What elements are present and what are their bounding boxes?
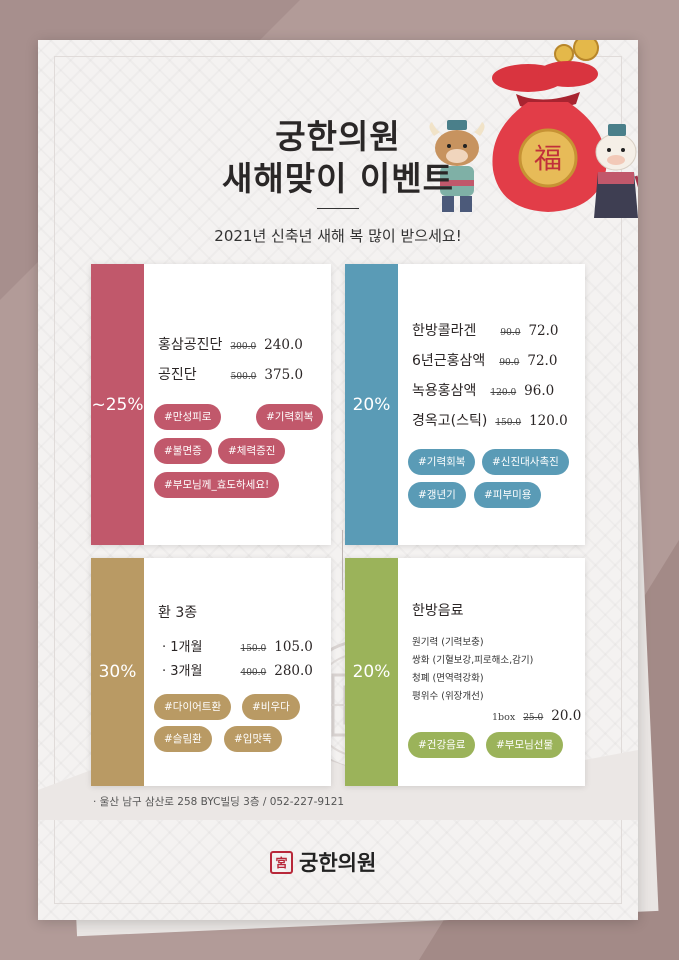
product-item: 경옥고(스틱) 150.0 120.0 bbox=[412, 410, 568, 430]
original-price: 150.0 bbox=[240, 644, 267, 654]
product-item: 홍삼공진단 300.0 240.0 bbox=[158, 334, 303, 354]
original-price: 150.0 bbox=[495, 418, 522, 428]
hashtag[interactable]: #신진대사촉진 bbox=[482, 449, 569, 475]
product-name: 6년근홍삼액 bbox=[412, 353, 486, 369]
hashtag[interactable]: #건강음료 bbox=[408, 732, 476, 758]
page-title-event: 새해맞이 이벤트 bbox=[221, 159, 454, 198]
inner-frame bbox=[54, 56, 622, 904]
hashtag[interactable]: #불면증 bbox=[154, 438, 212, 464]
product-name: 공진단 bbox=[158, 367, 197, 383]
product-item: 녹용홍삼액 120.0 96.0 bbox=[412, 380, 554, 400]
drink-item: 평위수 (위장개선) bbox=[412, 691, 484, 702]
hashtag[interactable]: #슬림환 bbox=[154, 726, 212, 752]
hashtag[interactable]: #체력증진 bbox=[218, 438, 286, 464]
product-name: 경옥고(스틱) bbox=[412, 413, 488, 429]
logo-seal-icon: 宮 bbox=[270, 850, 293, 874]
product-name: · 1개월 bbox=[162, 640, 203, 655]
sale-price: 375.0 bbox=[264, 367, 304, 383]
original-price: 90.0 bbox=[499, 358, 520, 368]
card-red-ginseng: ~25% 홍삼공진단 300.0 240.0 공진단 500.0 375.0 #… bbox=[91, 264, 331, 545]
product-item: 공진단 500.0 375.0 bbox=[158, 364, 303, 384]
hashtag[interactable]: #비우다 bbox=[242, 694, 300, 720]
product-name: 홍삼공진단 bbox=[158, 337, 223, 353]
logo-text: 궁한의원 bbox=[299, 851, 377, 875]
clinic-logo: 宮 궁한의원 bbox=[270, 847, 376, 877]
discount-band: 30% bbox=[91, 558, 144, 786]
original-price: 500.0 bbox=[230, 372, 257, 382]
product-name: 한방콜라겐 bbox=[412, 323, 477, 339]
discount-band: 20% bbox=[345, 264, 398, 545]
hashtag[interactable]: #다이어트환 bbox=[154, 694, 232, 720]
original-price: 25.0 bbox=[523, 713, 544, 723]
hashtag[interactable]: #갱년기 bbox=[408, 482, 466, 508]
discount-band: 20% bbox=[345, 558, 398, 786]
product-item: 한방콜라겐 90.0 72.0 bbox=[412, 320, 559, 340]
sale-price: 240.0 bbox=[264, 337, 303, 353]
product-name: · 3개월 bbox=[162, 664, 203, 679]
clinic-address: · 울산 남구 삼산로 258 BYC빌딩 3층 / 052-227-9121 bbox=[93, 796, 345, 808]
lucky-bag-character: 福 bbox=[534, 142, 562, 175]
poster: 福 궁한의원 새해맞이 이벤트 2021년 신축년 새해 복 많이 받으세요! … bbox=[38, 40, 638, 920]
hashtag[interactable]: #기력회복 bbox=[256, 404, 324, 430]
sale-price: 105.0 bbox=[274, 639, 313, 655]
ox-character-icon bbox=[429, 120, 485, 212]
product-heading: 환 3종 bbox=[158, 605, 198, 621]
sale-price: 280.0 bbox=[274, 663, 313, 679]
drink-item: 청폐 (면역력강화) bbox=[412, 673, 484, 684]
hashtag[interactable]: #부모님께_효도하세요! bbox=[154, 472, 280, 498]
card-tonic: 20% 한방콜라겐 90.0 72.0 6년근홍삼액 90.0 72.0 녹용홍… bbox=[345, 264, 585, 545]
sale-price: 72.0 bbox=[527, 353, 558, 369]
card-herbal-drinks: 20% 한방음료 원기력 (기력보충) 쌍화 (기혈보강,피로해소,감기) 청폐… bbox=[345, 558, 585, 786]
page-title: 궁한의원 bbox=[275, 117, 401, 156]
hashtag[interactable]: #부모님선물 bbox=[486, 732, 564, 758]
sale-price: 72.0 bbox=[528, 323, 559, 339]
original-price: 120.0 bbox=[490, 388, 517, 398]
product-item: 6년근홍삼액 90.0 72.0 bbox=[412, 350, 557, 370]
sale-price: 20.0 bbox=[551, 708, 582, 724]
product-heading: 한방음료 bbox=[412, 603, 464, 619]
product-name: 녹용홍삼액 bbox=[412, 383, 477, 399]
card-pills: 30% 환 3종 · 1개월 150.0 105.0 · 3개월 400.0 2… bbox=[91, 558, 331, 786]
title-divider bbox=[317, 208, 359, 209]
original-price: 300.0 bbox=[230, 342, 257, 352]
original-price: 400.0 bbox=[240, 668, 267, 678]
bundle-price: 1box 25.0 20.0 bbox=[492, 708, 581, 724]
hashtag[interactable]: #입맛뚝 bbox=[224, 726, 282, 752]
bundle-unit: 1box bbox=[492, 712, 516, 723]
lucky-bag-icon: 福 bbox=[492, 40, 607, 212]
discount-band: ~25% bbox=[91, 264, 144, 545]
sale-price: 120.0 bbox=[529, 413, 568, 429]
sale-price: 96.0 bbox=[524, 383, 555, 399]
card-divider bbox=[342, 530, 343, 590]
product-item: · 1개월 150.0 105.0 bbox=[162, 636, 313, 655]
original-price: 90.0 bbox=[500, 328, 521, 338]
hashtag[interactable]: #만성피로 bbox=[154, 404, 222, 430]
drink-item: 쌍화 (기혈보강,피로해소,감기) bbox=[412, 655, 534, 666]
page-subtitle: 2021년 신축년 새해 복 많이 받으세요! bbox=[214, 227, 462, 245]
product-item: · 3개월 400.0 280.0 bbox=[162, 660, 313, 679]
ox-character-right-icon bbox=[594, 124, 638, 218]
drink-item: 원기력 (기력보충) bbox=[412, 637, 484, 648]
hashtag[interactable]: #피부미용 bbox=[474, 482, 542, 508]
hashtag[interactable]: #기력회복 bbox=[408, 449, 476, 475]
